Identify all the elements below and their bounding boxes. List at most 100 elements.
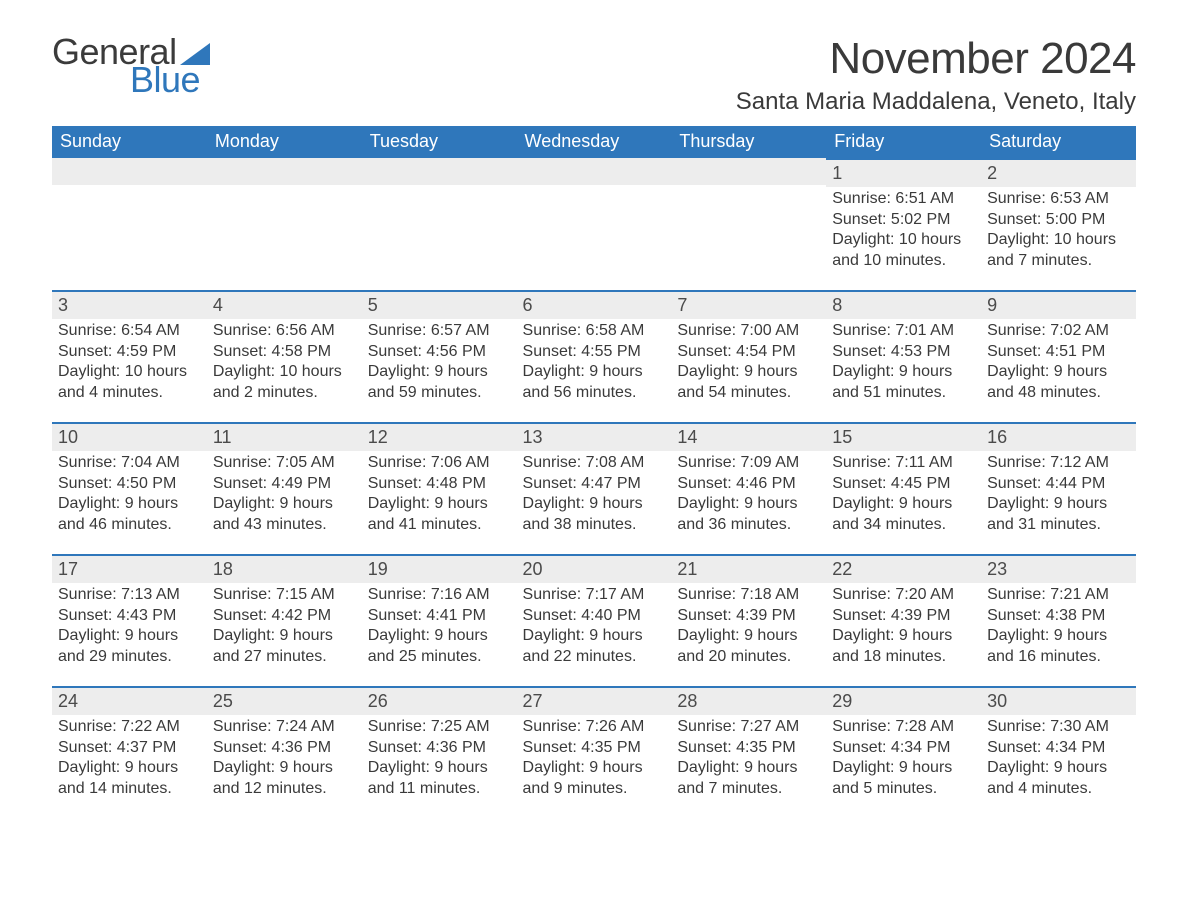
sunset-line: Sunset: 4:51 PM (987, 342, 1130, 362)
weekday-col: Saturday (981, 126, 1136, 158)
sunset-line: Sunset: 4:49 PM (213, 474, 356, 494)
day-number: 29 (826, 686, 981, 715)
sunrise-line: Sunrise: 7:24 AM (213, 717, 356, 737)
calendar-day-cell: 30Sunrise: 7:30 AMSunset: 4:34 PMDayligh… (981, 686, 1136, 818)
daylight-line: Daylight: 9 hours (677, 626, 820, 646)
sunset-line: Sunset: 4:56 PM (368, 342, 511, 362)
calendar-day-cell: 26Sunrise: 7:25 AMSunset: 4:36 PMDayligh… (362, 686, 517, 818)
day-details: Sunrise: 7:01 AMSunset: 4:53 PMDaylight:… (826, 319, 981, 407)
sunset-line: Sunset: 4:39 PM (677, 606, 820, 626)
daylight-line: and 27 minutes. (213, 647, 356, 667)
calendar-day-cell: 8Sunrise: 7:01 AMSunset: 4:53 PMDaylight… (826, 290, 981, 422)
sunrise-line: Sunrise: 7:25 AM (368, 717, 511, 737)
daylight-line: and 38 minutes. (523, 515, 666, 535)
calendar-day-cell: 9Sunrise: 7:02 AMSunset: 4:51 PMDaylight… (981, 290, 1136, 422)
calendar-day-cell: 3Sunrise: 6:54 AMSunset: 4:59 PMDaylight… (52, 290, 207, 422)
sunset-line: Sunset: 4:41 PM (368, 606, 511, 626)
day-number: 21 (671, 554, 826, 583)
sunrise-line: Sunrise: 7:02 AM (987, 321, 1130, 341)
sunset-line: Sunset: 4:46 PM (677, 474, 820, 494)
day-details: Sunrise: 7:20 AMSunset: 4:39 PMDaylight:… (826, 583, 981, 671)
daylight-line: Daylight: 9 hours (58, 758, 201, 778)
sunset-line: Sunset: 4:53 PM (832, 342, 975, 362)
sunset-line: Sunset: 4:50 PM (58, 474, 201, 494)
sunrise-line: Sunrise: 6:56 AM (213, 321, 356, 341)
sunset-line: Sunset: 4:45 PM (832, 474, 975, 494)
daylight-line: Daylight: 9 hours (523, 362, 666, 382)
daylight-line: and 14 minutes. (58, 779, 201, 799)
calendar-day-cell: 13Sunrise: 7:08 AMSunset: 4:47 PMDayligh… (517, 422, 672, 554)
day-details: Sunrise: 7:24 AMSunset: 4:36 PMDaylight:… (207, 715, 362, 803)
day-details: Sunrise: 6:56 AMSunset: 4:58 PMDaylight:… (207, 319, 362, 407)
sunset-line: Sunset: 4:58 PM (213, 342, 356, 362)
day-number: 25 (207, 686, 362, 715)
daylight-line: and 2 minutes. (213, 383, 356, 403)
sunset-line: Sunset: 4:34 PM (832, 738, 975, 758)
day-details: Sunrise: 7:21 AMSunset: 4:38 PMDaylight:… (981, 583, 1136, 671)
calendar-day-cell: 16Sunrise: 7:12 AMSunset: 4:44 PMDayligh… (981, 422, 1136, 554)
sunrise-line: Sunrise: 7:01 AM (832, 321, 975, 341)
daylight-line: Daylight: 9 hours (523, 758, 666, 778)
daylight-line: Daylight: 9 hours (677, 362, 820, 382)
sunrise-line: Sunrise: 7:22 AM (58, 717, 201, 737)
sunset-line: Sunset: 4:34 PM (987, 738, 1130, 758)
calendar-day-cell: 15Sunrise: 7:11 AMSunset: 4:45 PMDayligh… (826, 422, 981, 554)
calendar-day-cell: 25Sunrise: 7:24 AMSunset: 4:36 PMDayligh… (207, 686, 362, 818)
day-number: 5 (362, 290, 517, 319)
calendar-day-cell: 1Sunrise: 6:51 AMSunset: 5:02 PMDaylight… (826, 158, 981, 290)
daylight-line: Daylight: 9 hours (523, 494, 666, 514)
daylight-line: Daylight: 10 hours (832, 230, 975, 250)
daylight-line: and 34 minutes. (832, 515, 975, 535)
sunset-line: Sunset: 4:35 PM (677, 738, 820, 758)
day-details: Sunrise: 6:58 AMSunset: 4:55 PMDaylight:… (517, 319, 672, 407)
sunrise-line: Sunrise: 7:06 AM (368, 453, 511, 473)
day-details: Sunrise: 7:15 AMSunset: 4:42 PMDaylight:… (207, 583, 362, 671)
daylight-line: and 36 minutes. (677, 515, 820, 535)
sunset-line: Sunset: 4:44 PM (987, 474, 1130, 494)
day-details: Sunrise: 7:26 AMSunset: 4:35 PMDaylight:… (517, 715, 672, 803)
day-details: Sunrise: 7:09 AMSunset: 4:46 PMDaylight:… (671, 451, 826, 539)
calendar-day-cell: 24Sunrise: 7:22 AMSunset: 4:37 PMDayligh… (52, 686, 207, 818)
sunset-line: Sunset: 4:35 PM (523, 738, 666, 758)
calendar-day-cell: 19Sunrise: 7:16 AMSunset: 4:41 PMDayligh… (362, 554, 517, 686)
daylight-line: Daylight: 9 hours (213, 494, 356, 514)
calendar-week-row: 1Sunrise: 6:51 AMSunset: 5:02 PMDaylight… (52, 158, 1136, 290)
daylight-line: Daylight: 9 hours (987, 626, 1130, 646)
sunset-line: Sunset: 5:00 PM (987, 210, 1130, 230)
brand-line2: Blue (130, 62, 210, 98)
day-details: Sunrise: 7:18 AMSunset: 4:39 PMDaylight:… (671, 583, 826, 671)
calendar-day-cell: 27Sunrise: 7:26 AMSunset: 4:35 PMDayligh… (517, 686, 672, 818)
calendar-day-cell: 23Sunrise: 7:21 AMSunset: 4:38 PMDayligh… (981, 554, 1136, 686)
empty-day-head (52, 158, 207, 185)
sunset-line: Sunset: 4:39 PM (832, 606, 975, 626)
day-details: Sunrise: 7:13 AMSunset: 4:43 PMDaylight:… (52, 583, 207, 671)
daylight-line: Daylight: 9 hours (213, 626, 356, 646)
day-number: 30 (981, 686, 1136, 715)
daylight-line: and 16 minutes. (987, 647, 1130, 667)
day-details: Sunrise: 7:08 AMSunset: 4:47 PMDaylight:… (517, 451, 672, 539)
daylight-line: Daylight: 9 hours (58, 626, 201, 646)
daylight-line: and 9 minutes. (523, 779, 666, 799)
calendar-day-cell: 7Sunrise: 7:00 AMSunset: 4:54 PMDaylight… (671, 290, 826, 422)
sunrise-line: Sunrise: 7:20 AM (832, 585, 975, 605)
title-block: November 2024 Santa Maria Maddalena, Ven… (736, 34, 1136, 126)
daylight-line: Daylight: 9 hours (368, 626, 511, 646)
daylight-line: and 54 minutes. (677, 383, 820, 403)
daylight-line: and 43 minutes. (213, 515, 356, 535)
daylight-line: Daylight: 9 hours (58, 494, 201, 514)
sunset-line: Sunset: 4:42 PM (213, 606, 356, 626)
day-details: Sunrise: 7:16 AMSunset: 4:41 PMDaylight:… (362, 583, 517, 671)
daylight-line: and 7 minutes. (987, 251, 1130, 271)
daylight-line: Daylight: 9 hours (677, 494, 820, 514)
sunrise-line: Sunrise: 7:04 AM (58, 453, 201, 473)
sunset-line: Sunset: 4:47 PM (523, 474, 666, 494)
calendar-table: Sunday Monday Tuesday Wednesday Thursday… (52, 126, 1136, 818)
empty-day-head (671, 158, 826, 185)
sunrise-line: Sunrise: 7:27 AM (677, 717, 820, 737)
daylight-line: and 11 minutes. (368, 779, 511, 799)
day-number: 26 (362, 686, 517, 715)
calendar-week-row: 10Sunrise: 7:04 AMSunset: 4:50 PMDayligh… (52, 422, 1136, 554)
daylight-line: and 5 minutes. (832, 779, 975, 799)
weekday-header: Sunday Monday Tuesday Wednesday Thursday… (52, 126, 1136, 158)
sunset-line: Sunset: 4:37 PM (58, 738, 201, 758)
